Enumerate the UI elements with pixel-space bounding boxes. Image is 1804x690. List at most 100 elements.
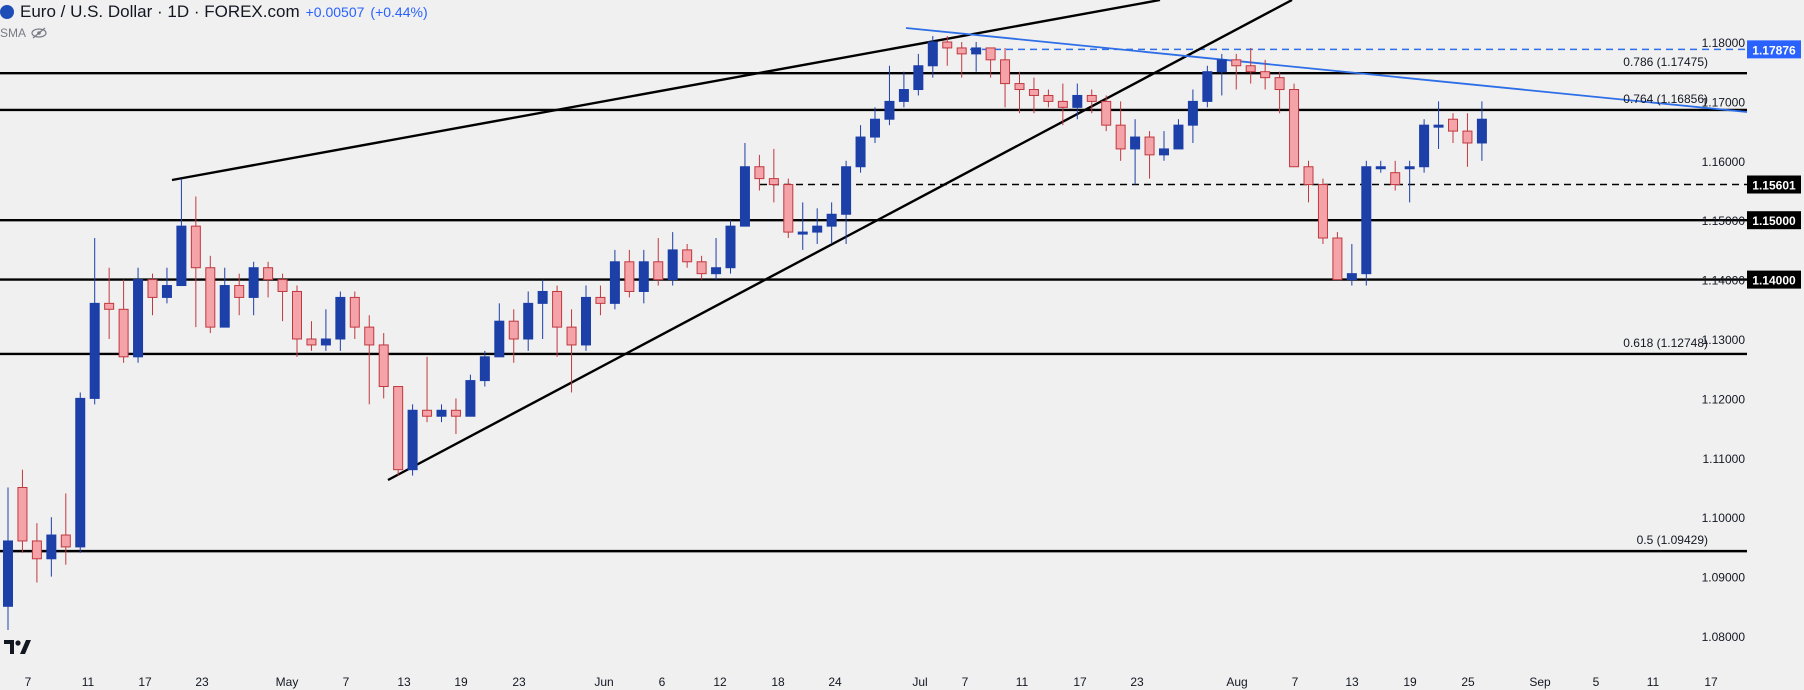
x-tick-label-15: 7 <box>962 675 969 689</box>
price-change: +0.00507 <box>305 4 365 20</box>
x-tick-label-18: 23 <box>1130 675 1144 689</box>
candle-body-36 <box>523 302 534 340</box>
candle-body-54 <box>783 184 794 233</box>
x-tick-label-12: 18 <box>771 675 785 689</box>
candle-body-94 <box>1361 166 1372 275</box>
chart-header: Euro / U.S. Dollar · 1D · FOREX.com +0.0… <box>0 2 428 22</box>
candle-body-101 <box>1462 130 1473 144</box>
fib-level-label-0: 0.786 (1.17475) <box>1623 55 1708 69</box>
y-tick-label-9: 1.09000 <box>1702 571 1746 585</box>
candle-body-84 <box>1216 59 1227 73</box>
candle-body-32 <box>465 380 476 417</box>
fib-level-label-2: 0.618 (1.12748) <box>1623 336 1708 350</box>
candle-body-8 <box>118 308 129 358</box>
candle-body-27 <box>393 386 404 471</box>
candle-body-39 <box>566 326 577 346</box>
x-tick-label-17: 17 <box>1073 675 1087 689</box>
candle-body-31 <box>450 409 461 417</box>
trendline-descending-blue <box>905 27 1748 113</box>
candle-body-97 <box>1404 166 1415 170</box>
candle-body-16 <box>234 285 245 298</box>
candle-body-42 <box>609 261 620 304</box>
candle-body-38 <box>552 290 563 328</box>
x-tick-label-1: 11 <box>82 675 95 689</box>
candle-body-62 <box>898 89 909 102</box>
candle-body-6 <box>89 302 100 399</box>
candle-body-18 <box>263 267 274 281</box>
trendline-rising-support <box>387 0 1293 482</box>
candle-body-30 <box>436 409 447 417</box>
y-tick-label-6: 1.12000 <box>1702 392 1746 406</box>
x-tick-label-9: Jun <box>594 675 613 689</box>
price-label-box-0 <box>1747 40 1801 59</box>
candle-body-74 <box>1072 94 1083 108</box>
candle-body-25 <box>364 326 375 346</box>
trendline-upper <box>171 0 1161 182</box>
x-tick-label-6: 13 <box>397 675 411 689</box>
sma-indicator-label[interactable]: SMA <box>0 26 27 40</box>
candle-body-53 <box>768 178 779 186</box>
candle-body-26 <box>378 344 389 388</box>
candle-body-78 <box>1130 136 1141 150</box>
candle-body-9 <box>133 279 144 358</box>
candle-body-23 <box>335 296 346 340</box>
candle-body-19 <box>277 279 288 292</box>
y-tick-label-5: 1.13000 <box>1702 333 1746 347</box>
candle-body-82 <box>1187 100 1198 126</box>
candle-body-69 <box>1000 59 1011 85</box>
candle-body-33 <box>479 356 490 382</box>
candle-body-20 <box>292 290 302 340</box>
candle-body-88 <box>1274 77 1285 91</box>
candle-body-28 <box>407 409 418 471</box>
candle-body-51 <box>739 166 750 227</box>
candle-body-76 <box>1101 100 1112 126</box>
tradingview-logo-icon[interactable] <box>4 638 38 656</box>
y-tick-label-8: 1.10000 <box>1702 511 1746 525</box>
candle-body-71 <box>1028 89 1039 96</box>
price-label-box-2 <box>1747 211 1801 230</box>
candle-body-12 <box>176 225 187 287</box>
x-tick-label-2: 17 <box>138 675 152 689</box>
candle-body-41 <box>595 296 606 304</box>
y-tick-label-3: 1.15000 <box>1702 214 1746 228</box>
eye-hidden-icon[interactable] <box>30 27 48 39</box>
candle-body-102 <box>1476 118 1487 144</box>
price-label-0: 1.17876 <box>1752 43 1796 57</box>
candle-body-89 <box>1289 89 1300 168</box>
x-tick-label-13: 24 <box>828 675 842 689</box>
x-tick-label-25: 5 <box>1593 675 1600 689</box>
candle-body-35 <box>508 320 519 340</box>
x-tick-label-23: 25 <box>1461 675 1475 689</box>
candle-body-87 <box>1260 71 1271 79</box>
candle-body-7 <box>104 302 115 310</box>
candle-body-91 <box>1317 184 1328 239</box>
x-tick-label-21: 13 <box>1345 675 1359 689</box>
candle-body-59 <box>855 136 866 168</box>
candle-body-83 <box>1202 71 1213 102</box>
candle-body-11 <box>161 285 172 298</box>
x-tick-label-26: 11 <box>1647 675 1660 689</box>
candle-body-60 <box>870 118 880 138</box>
candle-body-72 <box>1043 94 1054 102</box>
candle-body-67 <box>971 47 982 55</box>
x-tick-label-16: 11 <box>1016 675 1029 689</box>
y-tick-label-7: 1.11000 <box>1703 452 1746 466</box>
y-tick-label-2: 1.16000 <box>1702 155 1746 169</box>
fib-level-label-1: 0.764 (1.16856) <box>1623 92 1708 106</box>
symbol-title[interactable]: Euro / U.S. Dollar · 1D · FOREX.com <box>20 2 300 21</box>
candle-body-58 <box>841 166 852 215</box>
x-tick-label-0: 7 <box>25 675 32 689</box>
candle-body-2 <box>31 540 42 560</box>
candle-body-99 <box>1433 124 1444 128</box>
candle-body-55 <box>797 231 808 235</box>
price-label-box-3 <box>1747 270 1801 289</box>
candle-body-50 <box>725 225 736 269</box>
price-label-2: 1.15000 <box>1752 214 1796 228</box>
candle-body-49 <box>711 267 722 275</box>
candle-body-52 <box>754 166 765 180</box>
candle-body-79 <box>1144 136 1155 156</box>
candle-body-15 <box>219 285 230 328</box>
candle-body-75 <box>1086 94 1097 102</box>
